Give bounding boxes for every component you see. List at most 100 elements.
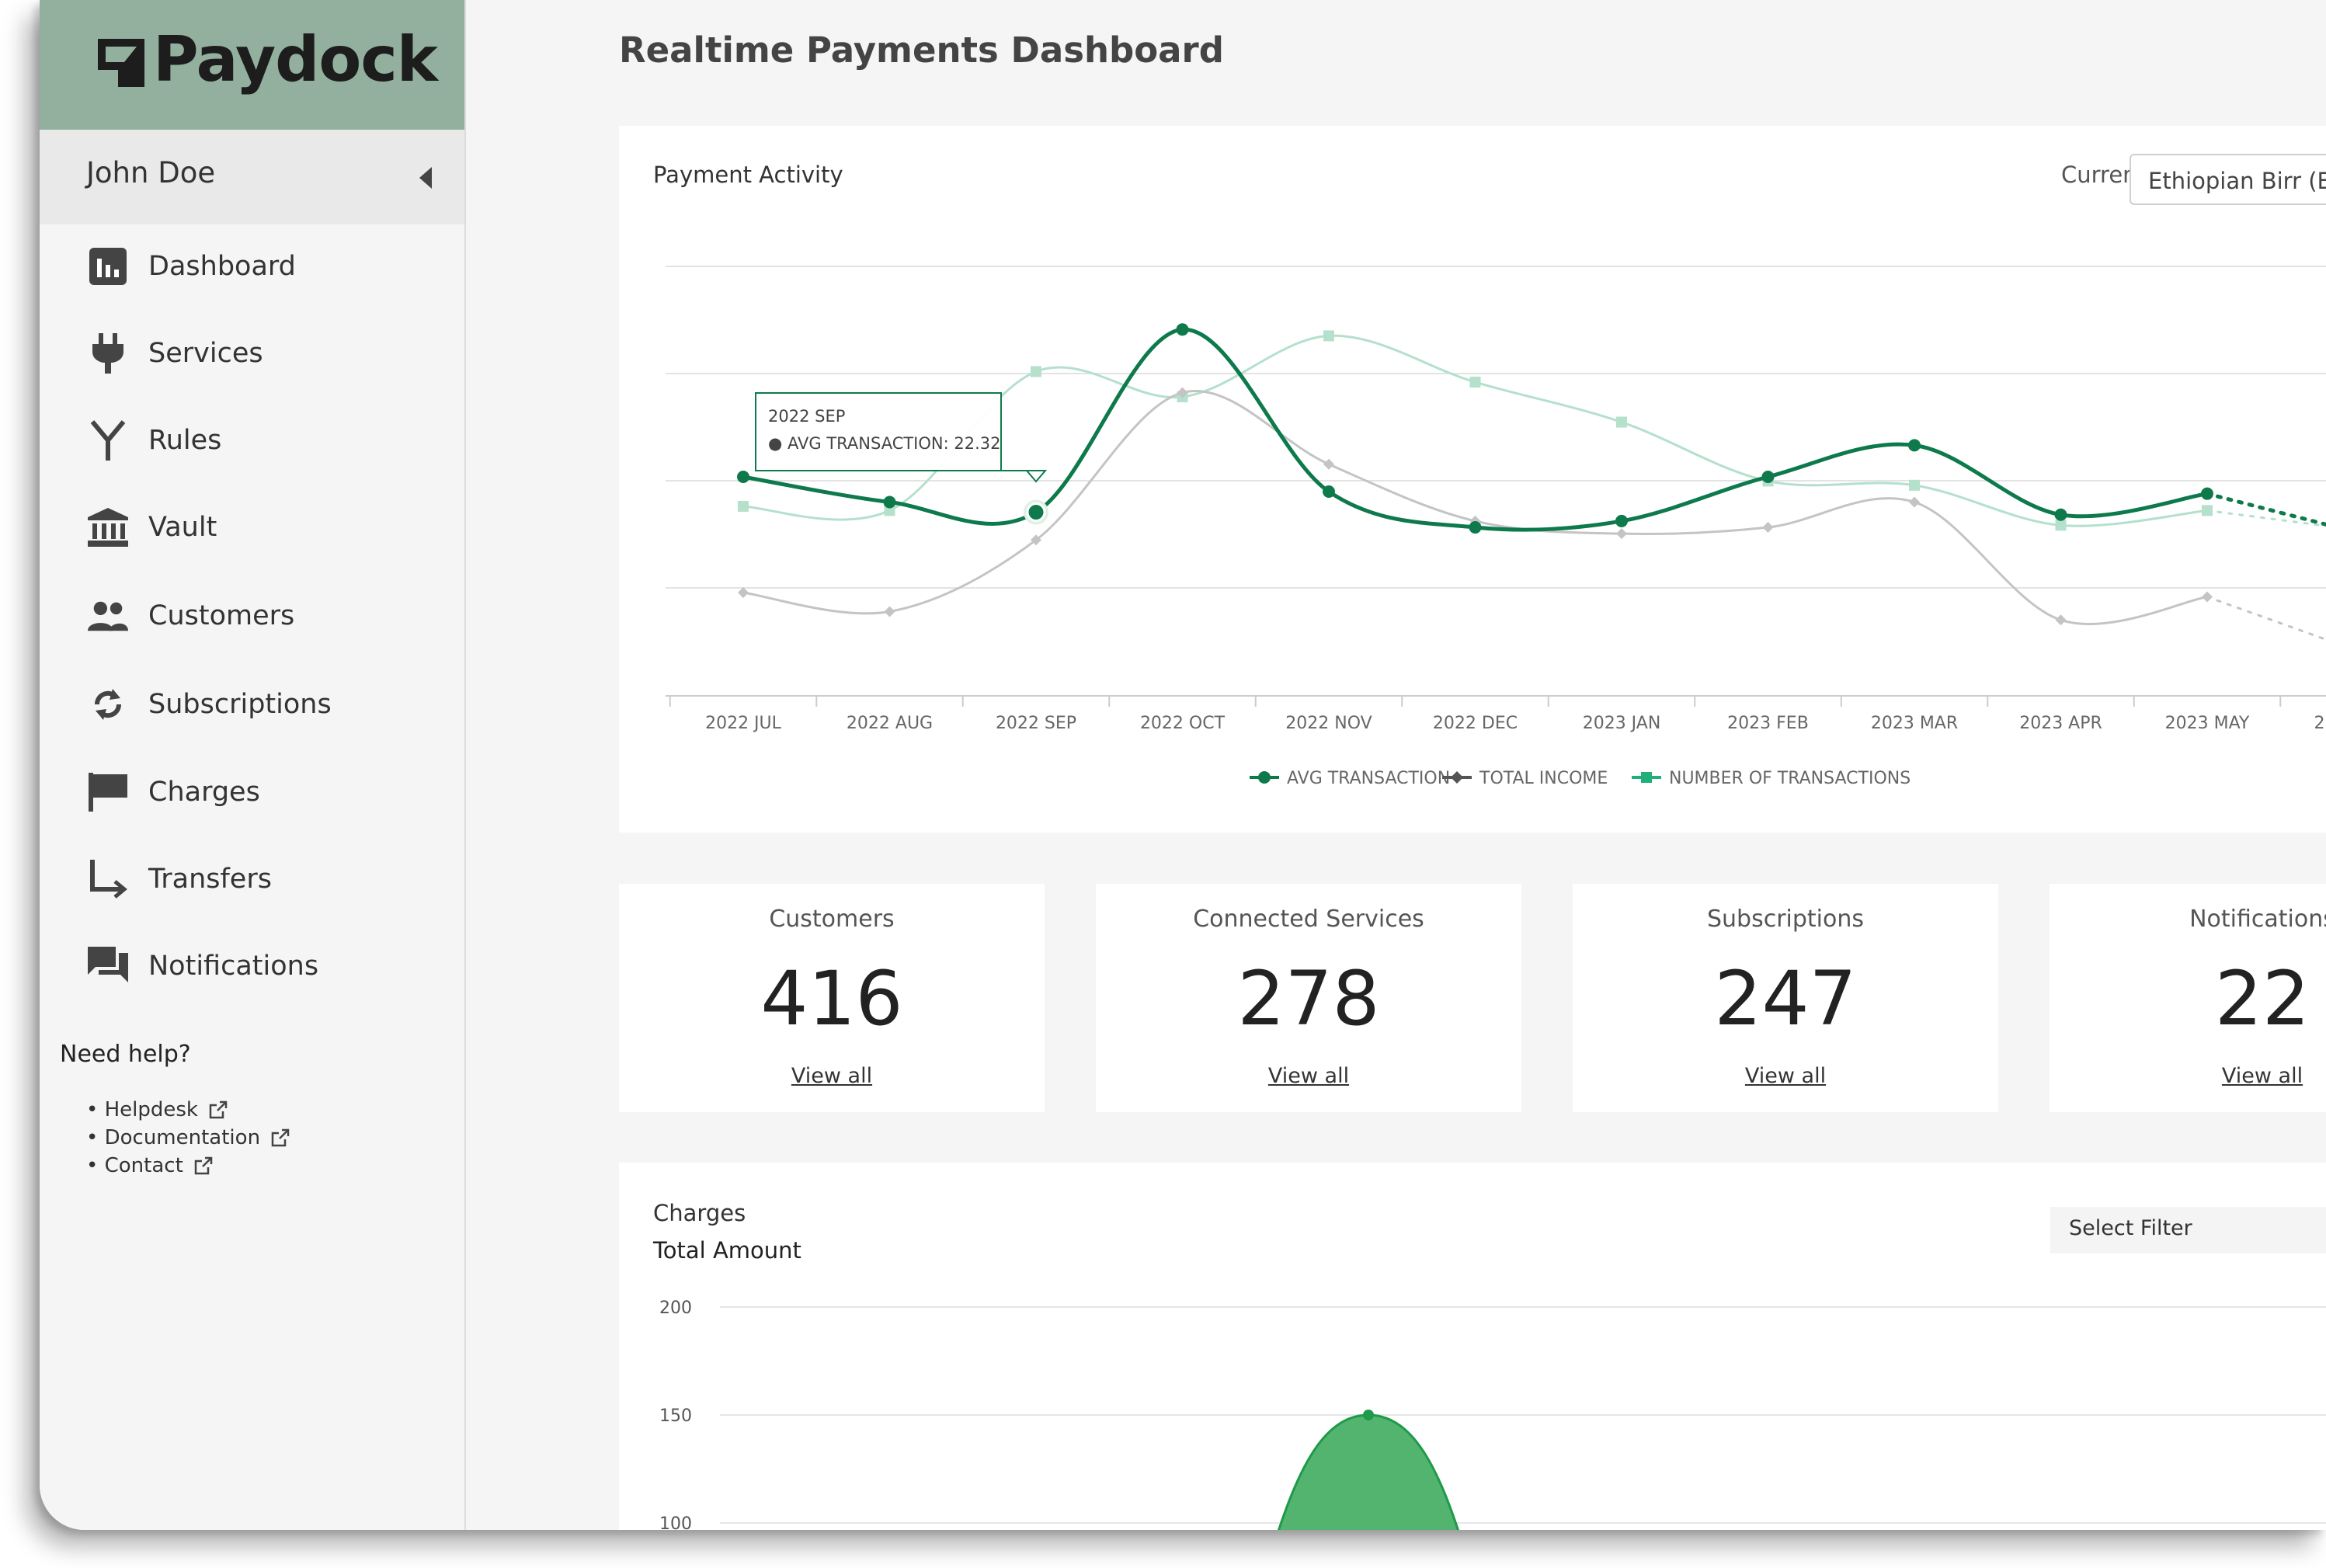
help-link-contact[interactable]: • Contact: [86, 1154, 213, 1177]
transactions-series-point: [2055, 520, 2067, 531]
tooltip-value: ● AVG TRANSACTION: 22.32: [768, 434, 1001, 453]
avg-transaction-series-point: [883, 495, 896, 509]
legend-swatch-marker: [1641, 772, 1652, 783]
card-title: Payment Activity: [653, 162, 843, 188]
view-all-link[interactable]: View all: [2221, 1064, 2303, 1088]
income-series-point: [2055, 614, 2067, 626]
income-series-point: [1909, 496, 1920, 508]
sidebar-item-subscriptions[interactable]: Subscriptions: [40, 669, 464, 739]
sidebar-item-notifications[interactable]: Notifications: [40, 931, 464, 1001]
income-series-point: [1031, 534, 1041, 546]
avg-transaction-series-line: [742, 327, 2208, 532]
transactions-series-point: [1469, 377, 1481, 388]
refresh-icon: [88, 684, 128, 725]
sidebar-item-customers[interactable]: Customers: [40, 581, 464, 651]
y-tick-label: 100: [659, 1514, 692, 1530]
view-all-link[interactable]: View all: [1267, 1064, 1350, 1088]
bar-chart-icon: [88, 246, 128, 287]
transactions-series-point: [1909, 479, 1920, 491]
avg-transaction-series-point: [1469, 521, 1482, 534]
sidebar-item-label: Services: [148, 338, 263, 369]
people-icon: [88, 596, 128, 636]
x-tick-label: 2022 JUL: [705, 714, 782, 733]
x-tick-label: 2022 NOV: [1285, 714, 1372, 733]
sidebar-item-charges[interactable]: Charges: [40, 757, 464, 827]
sidebar-item-label: Dashboard: [148, 251, 296, 282]
filter-select[interactable]: Select Filter: [2050, 1207, 2326, 1253]
chat-icon: [88, 946, 128, 986]
avg-transaction-series-point: [1176, 323, 1189, 336]
page-title: Realtime Payments Dashboard: [619, 30, 1224, 71]
stat-value: 247: [1714, 955, 1857, 1042]
plug-icon: [88, 333, 128, 374]
external-link-icon: [271, 1128, 290, 1147]
legend-label: AVG TRANSACTION: [1287, 769, 1450, 788]
x-tick-label: 2023 JAN: [1583, 714, 1661, 733]
income-series-point: [1177, 387, 1188, 398]
help-link-documentation[interactable]: • Documentation: [86, 1126, 290, 1149]
card-title: Charges: [653, 1200, 746, 1226]
transactions-series-point: [884, 505, 895, 516]
x-tick-label: 2022 AUG: [847, 714, 933, 733]
income-series-point: [1762, 522, 1774, 534]
sidebar-item-services[interactable]: Services: [40, 318, 464, 388]
y-tick-label: 150: [659, 1406, 692, 1426]
currency-select[interactable]: Ethiopian Birr (ETB): [2130, 154, 2326, 205]
sidebar-item-label: Vault: [148, 512, 217, 543]
stat-card-connected-services: Connected Services 278 View all: [1096, 884, 1521, 1112]
sidebar-item-label: Rules: [148, 425, 222, 456]
avg-transaction-series-point: [737, 471, 749, 483]
income-series-point: [1616, 528, 1627, 540]
avg-transaction-series-point: [1323, 485, 1335, 498]
sidebar-item-transfers[interactable]: Transfers: [40, 844, 464, 914]
charges-card: 100 150 200 Charges Total Amount Select Fi…: [619, 1163, 2326, 1530]
x-tick-label: 2022 DEC: [1433, 714, 1518, 733]
x-tick-label: 2023 APR: [2019, 714, 2102, 733]
payment-activity-card: 2022 JUL 2022 AUG 2022 SEP 2022 OCT 2022 NOV…: [619, 126, 2326, 833]
sidebar-item-label: Transfers: [148, 864, 272, 895]
card-subtitle: Total Amount: [653, 1237, 801, 1264]
avg-transaction-series-forecast-line: [2205, 492, 2326, 527]
user-bar[interactable]: John Doe: [40, 130, 464, 224]
transactions-series-point: [738, 500, 749, 512]
tooltip-box: [755, 392, 1048, 483]
help-link-label: Helpdesk: [104, 1098, 198, 1121]
x-tick-label: 2023 MAY: [2165, 714, 2250, 733]
view-all-link[interactable]: View all: [791, 1064, 873, 1088]
stat-value: 278: [1237, 955, 1380, 1042]
view-all-link[interactable]: View all: [1744, 1064, 1827, 1088]
charges-area: [1278, 1413, 1459, 1530]
x-tick-label: 2023 MAR: [1871, 714, 1958, 733]
logo-area: Paydock: [40, 0, 464, 130]
fork-icon: [88, 420, 128, 461]
help-link-helpdesk[interactable]: • Helpdesk: [86, 1098, 228, 1121]
sidebar-item-label: Subscriptions: [148, 689, 332, 720]
legend-label: TOTAL INCOME: [1479, 769, 1608, 788]
brand-name: Paydock: [153, 23, 438, 96]
sidebar-item-vault[interactable]: Vault: [40, 492, 464, 562]
legend-swatch-marker: [1451, 771, 1463, 784]
collapse-arrow-icon[interactable]: [419, 167, 432, 189]
sidebar-item-label: Charges: [148, 777, 260, 808]
currency-select-value: Ethiopian Birr (ETB): [2148, 168, 2326, 194]
income-series-point: [884, 606, 895, 617]
arrow-turn-icon: [88, 859, 128, 899]
transactions-series-point: [1031, 366, 1041, 377]
avg-transaction-series-point: [2054, 508, 2067, 521]
legend-swatch-marker: [1258, 771, 1271, 784]
flag-icon: [88, 772, 128, 812]
highlight-point: [1026, 502, 1046, 523]
sidebar-item-rules[interactable]: Rules: [40, 405, 464, 475]
stat-card-notifications: Notifications 22 View all: [2050, 884, 2326, 1112]
income-series-point: [738, 587, 749, 599]
stat-value: 416: [760, 955, 903, 1042]
avg-transaction-series-point: [1908, 439, 1921, 452]
avg-transaction-series-point: [1615, 514, 1628, 527]
filter-select-value: Select Filter: [2069, 1216, 2192, 1240]
sidebar-item-dashboard[interactable]: Dashboard: [40, 231, 464, 301]
stat-title: Connected Services: [1193, 906, 1424, 933]
app-window: Paydock John Doe Dashboard Services Rule…: [40, 0, 2326, 1530]
legend-label: NUMBER OF TRANSACTIONS: [1669, 769, 1911, 788]
external-link-icon: [209, 1100, 228, 1119]
external-link-icon: [194, 1156, 213, 1175]
